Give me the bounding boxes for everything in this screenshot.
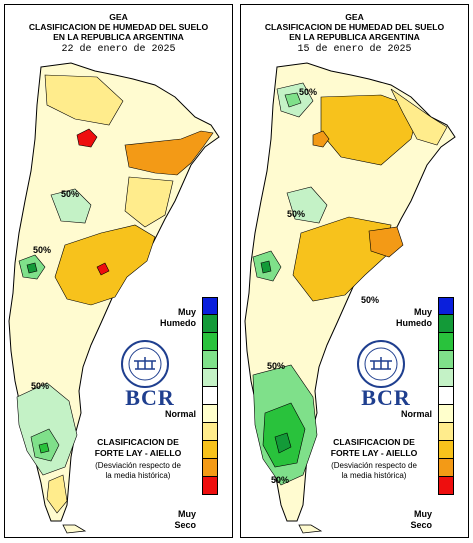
scale-swatch [438, 351, 454, 369]
moisture-area-dry-northeast [124, 130, 214, 176]
legend-wet-label-line1: Muy [414, 307, 432, 317]
moisture-area-wet-spot-andes [26, 262, 38, 274]
moisture-area-dry-spot-north [312, 130, 330, 148]
scale-swatch [202, 315, 218, 333]
legend-dry-label: Muy Seco [174, 509, 196, 531]
moisture-area-dry-east [368, 226, 404, 258]
moisture-area-mild-east [124, 176, 174, 228]
scale-swatch [202, 369, 218, 387]
header-country: EN LA REPUBLICA ARGENTINA [53, 32, 184, 42]
legend-normal-label: Normal [164, 409, 196, 419]
contour-label: 50% [31, 381, 49, 391]
contour-label: 50% [33, 245, 51, 255]
scale-swatch [438, 459, 454, 477]
scale-swatch [202, 297, 218, 315]
classification-note-line2: la media histórica) [105, 471, 171, 480]
legend-dry-label-line1: Muy [414, 509, 432, 519]
legend-wet-label-line2: Humedo [160, 318, 196, 328]
header-subtitle: CLASIFICACION DE HUMEDAD DEL SUELO [28, 22, 209, 32]
contour-label: 50% [287, 209, 305, 219]
moisture-area-wet-mountains [50, 188, 92, 224]
moisture-area-wet-core-north [284, 92, 302, 108]
legend-wet-label-line1: Muy [178, 307, 196, 317]
moisture-area-moderate-center [292, 216, 392, 302]
moisture-area-dry-spot-north [76, 128, 98, 148]
scale-swatch [438, 297, 454, 315]
scale-swatch [438, 477, 454, 495]
classification-title-line2: FORTE LAY - AIELLO [94, 448, 182, 458]
bcr-logo-text: BCR [125, 385, 175, 410]
scale-swatch [438, 333, 454, 351]
legend-dry-label-line2: Seco [410, 520, 432, 530]
scale-swatch [438, 369, 454, 387]
moisture-area-wet-spot-patagonia [274, 432, 292, 454]
legend-wet-label: Muy Humedo [396, 307, 432, 329]
scale-swatch [438, 423, 454, 441]
legend-wet-label-line2: Humedo [396, 318, 432, 328]
bolsa-de-comercio-seal-icon [121, 340, 169, 388]
moisture-area-wet-spot-patagonia [38, 442, 50, 454]
classification-note-line1: (Desviación respecto de [331, 461, 417, 470]
scale-swatch [202, 477, 218, 495]
scale-swatch [202, 441, 218, 459]
color-scale [202, 297, 218, 495]
scale-swatch [438, 387, 454, 405]
header-title: GEA [345, 12, 364, 22]
legend-normal-label: Normal [400, 409, 432, 419]
argentina-soil-moisture-map: 50% 50% 50% [8, 62, 220, 534]
scale-swatch [438, 441, 454, 459]
classification-note-line1: (Desviación respecto de [95, 461, 181, 470]
contour-label: 50% [267, 361, 285, 371]
scale-swatch [202, 387, 218, 405]
map-date: 22 de enero de 2025 [61, 44, 176, 55]
legend-dry-label: Muy Seco [410, 509, 432, 531]
contour-label: 50% [271, 475, 289, 485]
scale-swatch [202, 333, 218, 351]
bolsa-de-comercio-seal-icon [357, 340, 405, 388]
map-panel-current: GEA CLASIFICACION DE HUMEDAD DEL SUELO E… [4, 4, 233, 538]
argentina-soil-moisture-map: 50% 50% 50% 50% 50% [244, 62, 456, 534]
map-date: 15 de enero de 2025 [297, 44, 412, 55]
scale-swatch [438, 315, 454, 333]
color-scale [438, 297, 454, 495]
tierra-del-fuego [62, 524, 87, 534]
classification-title-line1: CLASIFICACION DE [97, 437, 179, 447]
scale-swatch [438, 405, 454, 423]
moisture-area-mild-north [44, 74, 124, 126]
map-panel-previous: GEA CLASIFICACION DE HUMEDAD DEL SUELO E… [240, 4, 469, 538]
scale-swatch [202, 459, 218, 477]
legend-wet-label: Muy Humedo [160, 307, 196, 329]
moisture-area-wet-mountains [286, 186, 328, 224]
moisture-area-wet-patagonia [16, 382, 78, 476]
scale-swatch [202, 351, 218, 369]
classification-title-line1: CLASIFICACION DE [333, 437, 415, 447]
contour-label: 50% [299, 87, 317, 97]
scale-swatch [202, 423, 218, 441]
moisture-area-dry-spot-center [96, 262, 110, 276]
legend-dry-label-line1: Muy [178, 509, 196, 519]
classification-title-line2: FORTE LAY - AIELLO [330, 448, 418, 458]
moisture-area-mild-northeast [390, 88, 448, 146]
bcr-logo-text: BCR [361, 385, 411, 410]
header-title: GEA [109, 12, 128, 22]
moisture-area-wet-spot-andes [260, 260, 272, 274]
contour-label: 50% [361, 295, 379, 305]
moisture-area-south-dry [46, 474, 68, 514]
scale-swatch [202, 405, 218, 423]
tierra-del-fuego [298, 524, 323, 534]
header-subtitle: CLASIFICACION DE HUMEDAD DEL SUELO [264, 22, 445, 32]
classification-note-line2: la media histórica) [341, 471, 407, 480]
contour-label: 50% [61, 189, 79, 199]
legend-dry-label-line2: Seco [174, 520, 196, 530]
header-country: EN LA REPUBLICA ARGENTINA [289, 32, 420, 42]
